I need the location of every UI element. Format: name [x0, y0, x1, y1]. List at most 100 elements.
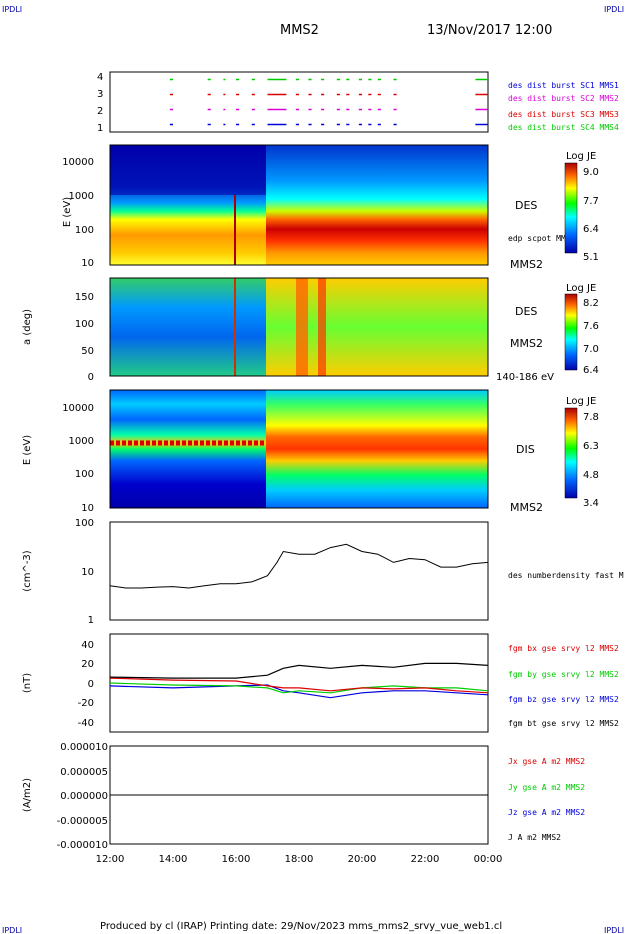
des-energy-colorbar	[564, 162, 578, 254]
des-energy-ytick: 100	[75, 225, 94, 236]
x-tick-label: 18:00	[285, 854, 314, 865]
dis-energy-ytick: 10	[81, 503, 94, 514]
density-series-line	[109, 543, 489, 589]
bfield-ylabel: (nT)	[22, 673, 33, 693]
bx-series-line	[109, 677, 489, 694]
dis-energy-colorbar-title: Log JE	[566, 396, 596, 407]
x-axis: 12:00 14:00 16:00 18:00 20:00 22:00 00:0…	[96, 854, 503, 865]
des-pitch-ytick: 0	[88, 372, 94, 383]
dis-energy-cbar-tick: 3.4	[583, 498, 599, 509]
x-tick-label: 12:00	[96, 854, 125, 865]
burst-ytick: 4	[97, 72, 103, 83]
des-pitch-cbar-tick: 6.4	[583, 365, 599, 376]
current-ytick: -0.000005	[57, 816, 108, 827]
des-pitch-colorbar	[564, 293, 578, 371]
x-tick-label: 16:00	[222, 854, 251, 865]
des-pitch-ytick: 50	[81, 346, 94, 357]
des-energy-colorbar-title: Log JE	[566, 151, 596, 162]
bfield-ytick: 20	[81, 659, 94, 670]
current-ylabel: (A/m2)	[22, 778, 33, 812]
des-mms2-label: MMS2	[510, 258, 543, 271]
j-legend: J A m2 MMS2	[508, 833, 561, 842]
density-ytick: 10	[81, 567, 94, 578]
burst-legend-mms4: des dist burst SC4 MMS4	[508, 123, 619, 132]
bz-legend: fgm bz gse srvy l2 MMS2	[508, 695, 619, 704]
des-pitch-mms2-label: MMS2	[510, 337, 543, 350]
current-ytick: 0.000000	[60, 791, 108, 802]
des-energy-cbar-tick: 5.1	[583, 252, 599, 263]
des-pitch-energy-label: 140-186 eV	[496, 372, 554, 383]
jz-legend: Jz gse A m2 MMS2	[508, 808, 585, 817]
des-energy-after	[266, 145, 488, 265]
x-tick-label: 20:00	[348, 854, 377, 865]
dis-energy-ytick: 100	[75, 469, 94, 480]
des-energy-frame	[109, 144, 489, 266]
des-energy-ytick: 10	[81, 258, 94, 269]
density-frame	[109, 521, 489, 621]
bfield-ytick: 40	[81, 640, 94, 651]
jx-legend: Jx gse A m2 MMS2	[508, 757, 585, 766]
x-tick-label: 14:00	[159, 854, 188, 865]
density-ytick: 1	[88, 615, 94, 626]
dis-energy-ytick: 1000	[69, 436, 94, 447]
density-legend: des numberdensity fast M	[508, 571, 624, 580]
des-pitch-ytick: 150	[75, 292, 94, 303]
des-pitch-stripe	[318, 278, 326, 376]
des-pitch-ylabel: a (deg)	[22, 309, 33, 345]
des-pitch-colorbar-title: Log JE	[566, 283, 596, 294]
des-pitch-des-label: DES	[515, 305, 537, 318]
footer-credits: Produced by cl (IRAP) Printing date: 29/…	[100, 921, 502, 932]
footer-logo-left: IPDLI	[2, 926, 22, 934]
des-energy-cbar-tick: 7.7	[583, 196, 599, 207]
footer-logo-right: IPDLI	[604, 926, 624, 934]
dis-energy-cbar-tick: 4.8	[583, 470, 599, 481]
dis-energy-cbar-tick: 6.3	[583, 441, 599, 452]
x-tick-label: 00:00	[474, 854, 503, 865]
dis-energy-ytick: 10000	[62, 403, 94, 414]
burst-ytick: 1	[97, 123, 103, 134]
des-pitch-stripe	[296, 278, 308, 376]
datetime-label: 13/Nov/2017 12:00	[427, 23, 552, 38]
dis-mms2-label: MMS2	[510, 501, 543, 514]
burst-marks	[169, 78, 488, 126]
dis-energy-frame	[109, 389, 489, 509]
bfield-frame	[109, 633, 489, 733]
des-pitch-cbar-tick: 7.0	[583, 344, 599, 355]
des-pitch-panel: a (deg) 150 100 50 0 DES MMS2 140-186 eV…	[22, 277, 599, 383]
dis-energy-before	[110, 390, 266, 508]
bx-legend: fgm bx gse srvy l2 MMS2	[508, 644, 619, 653]
des-energy-cbar-tick: 6.4	[583, 224, 599, 235]
des-label: DES	[515, 199, 537, 212]
des-energy-upper	[110, 145, 266, 195]
burst-ytick: 3	[97, 89, 103, 100]
current-panel: (A/m2) 0.000010 0.000005 0.000000 -0.000…	[22, 742, 585, 851]
dis-energy-cbar-tick: 7.8	[583, 412, 599, 423]
des-energy-cbar-tick: 9.0	[583, 167, 599, 178]
bfield-ytick: -20	[78, 698, 94, 709]
des-pitch-before	[110, 278, 266, 376]
density-ylabel: (cm^-3)	[22, 550, 33, 591]
des-energy-ytick: 1000	[69, 191, 94, 202]
current-ytick: 0.000005	[60, 767, 108, 778]
current-ytick: -0.000010	[57, 840, 108, 851]
des-pitch-frame	[109, 277, 489, 377]
burst-panel-frame	[109, 71, 489, 133]
bfield-ytick: 0	[88, 679, 94, 690]
bfield-ytick: -40	[78, 718, 94, 729]
bt-legend: fgm bt gse srvy l2 MMS2	[508, 719, 619, 728]
scpot-label: edp scpot MMS2	[508, 234, 576, 243]
burst-panel: 4 3 2 1 des dist burst SC1 MMS1 des dist…	[97, 71, 619, 134]
logo-left: IPDLI	[2, 5, 22, 14]
des-energy-panel: E (eV) 10000 1000 100 10 DES edp scpot M…	[62, 144, 599, 271]
burst-legend-mms3: des dist burst SC3 MMS3	[508, 110, 619, 119]
burst-legend-mms1: des dist burst SC1 MMS1	[508, 81, 619, 90]
burst-ytick: 2	[97, 106, 103, 117]
dis-energy-ylabel: E (eV)	[22, 435, 33, 465]
bt-series-line	[109, 662, 489, 679]
bfield-panel: (nT) 40 20 0 -20 -40 fgm bx gse srvy l2 …	[22, 633, 619, 733]
des-pitch-ytick: 100	[75, 319, 94, 330]
des-energy-ytick: 10000	[62, 157, 94, 168]
burst-legend-mms2: des dist burst SC2 MMS2	[508, 94, 619, 103]
jy-legend: Jy gse A m2 MMS2	[508, 783, 585, 792]
